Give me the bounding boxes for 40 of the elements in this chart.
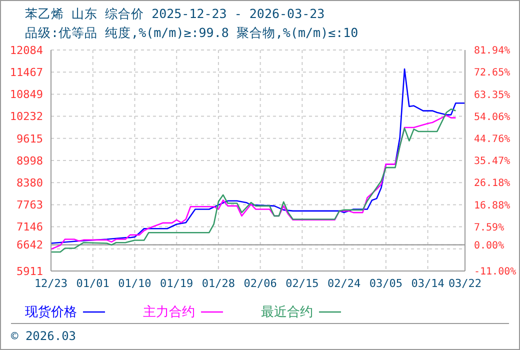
y-tick-label: 8380 (16, 176, 43, 190)
chart-title: 苯乙烯 山东 综合价 2025-12-23 - 2026-03-23 (25, 6, 325, 23)
x-tick-label: 02/15 (286, 276, 319, 290)
line-series (51, 68, 465, 244)
x-tick-label: 02/24 (327, 276, 361, 290)
y-tick-label: 10849 (10, 88, 43, 102)
text: © 2026.03 (11, 329, 76, 343)
y-tick-label: 7146 (16, 220, 43, 234)
y2-tick-label: 44.76% (474, 134, 510, 145)
y2-tick-label: 63.35% (474, 90, 510, 101)
x-tick-label: 03/05 (369, 276, 402, 290)
y-tick-label: 9615 (16, 132, 43, 146)
y-tick-label: 6642 (16, 238, 43, 252)
y2-tick-label: 26.18% (474, 178, 510, 190)
y-tick-label: 7763 (16, 198, 43, 212)
y2-tick-label: 35.47% (474, 156, 510, 168)
x-tick-label: 12/23 (34, 276, 68, 290)
y-tick-label: 8998 (16, 154, 43, 168)
y-tick-label: 5911 (16, 264, 43, 278)
legend-label: 最近合约 (261, 304, 313, 321)
y2-tick-label: 0.00% (474, 240, 504, 252)
y2-tick-label: 7.59% (474, 222, 504, 234)
x-tick-label: 03/22 (448, 276, 482, 290)
y2-tick-label: 16.88% (474, 200, 510, 212)
y2-tick-label: 81.94% (474, 46, 510, 57)
y2-tick-label: 54.06% (474, 112, 510, 123)
x-tick-label: 01/28 (202, 276, 236, 290)
y-tick-label: 12084 (10, 44, 44, 57)
y-tick-label: 10232 (10, 110, 43, 124)
legend-label: 主力合约 (143, 304, 195, 321)
chart-subtitle: 品级:优等品 纯度,%(m/m)≥:99.8 聚合物,%(m/m)≤:10 (25, 25, 358, 42)
y2-tick-label: 72.65% (474, 68, 510, 79)
legend-label: 现货价格 (25, 304, 77, 321)
y-tick-label: 11467 (10, 66, 43, 79)
x-tick-label: 03/14 (411, 276, 445, 290)
x-tick-label: 01/10 (118, 276, 152, 290)
x-tick-label: 01/19 (160, 276, 194, 290)
y2-tick-label: -11.00% (474, 266, 516, 278)
x-tick-label: 01/01 (76, 276, 110, 290)
x-tick-label: 02/06 (244, 276, 277, 290)
